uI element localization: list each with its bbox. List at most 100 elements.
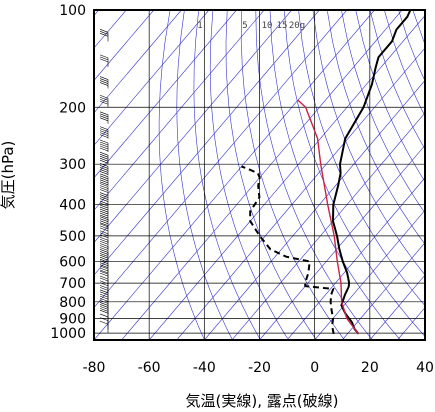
wind-barb-feather bbox=[99, 171, 109, 175]
isotherm-line bbox=[342, 242, 425, 340]
plot-frame bbox=[93, 9, 426, 341]
wind-barb-feather bbox=[99, 313, 109, 318]
dry-adiabat-line bbox=[369, 10, 425, 150]
wind-barb-feather bbox=[99, 247, 109, 251]
wind-barb-feather bbox=[99, 29, 109, 33]
dry-adiabat-line bbox=[209, 10, 289, 340]
wind-barb-feather bbox=[99, 287, 109, 291]
wind-barb-feather bbox=[99, 200, 109, 205]
mixing-ratio-label: 10 bbox=[262, 21, 273, 31]
wind-barb-feather bbox=[99, 202, 109, 207]
wind-barb-feather bbox=[99, 309, 109, 314]
dry-adiabat-line bbox=[269, 10, 401, 340]
wind-barb-feather bbox=[99, 218, 109, 222]
isotherm-line bbox=[121, 10, 403, 340]
x-axis-title: 気温(実線), 露点(破線) bbox=[186, 392, 339, 410]
wind-barb-feather bbox=[99, 234, 109, 239]
wind-barb-feather bbox=[99, 245, 109, 249]
x-tick-labels: -80 -60 -40 -20 0 20 40 bbox=[83, 360, 434, 376]
wind-barb-feather bbox=[99, 251, 109, 255]
y-tick-label: 800 bbox=[59, 295, 86, 311]
wind-barb-feather bbox=[99, 204, 109, 209]
wind-barb-feather bbox=[99, 100, 109, 105]
x-tick-label: -80 bbox=[83, 360, 106, 376]
wind-barb-feather bbox=[99, 258, 109, 263]
wind-barb-feather bbox=[99, 254, 109, 259]
isotherm-line bbox=[94, 10, 375, 340]
isotherm-line bbox=[94, 10, 348, 309]
wind-barb-feather bbox=[99, 208, 109, 213]
wind-barb-feather bbox=[99, 31, 109, 35]
wind-barb-feather bbox=[99, 159, 109, 164]
mixing-ratio-label: 1 bbox=[197, 21, 202, 31]
wind-barb-feather bbox=[99, 165, 109, 169]
wind-barb-feather bbox=[99, 206, 109, 211]
wind-barb-feather bbox=[99, 80, 109, 84]
wind-barb-feather bbox=[99, 185, 109, 189]
dry-adiabat-line bbox=[193, 10, 261, 340]
wind-barb-feather bbox=[99, 198, 109, 202]
wind-barb-feather bbox=[99, 145, 109, 150]
wind-barb-feather bbox=[99, 167, 109, 171]
wind-barb-feather bbox=[99, 243, 109, 247]
wind-barb-feather bbox=[99, 115, 109, 120]
wind-barb-feather bbox=[99, 275, 109, 280]
y-tick-label: 700 bbox=[59, 276, 86, 292]
wind-barb-feather bbox=[99, 302, 109, 306]
wind-barb-feather bbox=[99, 260, 109, 264]
mixing-ratio-label: 20g bbox=[289, 21, 305, 31]
isotherm-line bbox=[286, 177, 425, 340]
isotherm-line bbox=[94, 10, 182, 114]
x-tick-label: -20 bbox=[248, 360, 271, 376]
wind-barb-feather bbox=[99, 300, 109, 304]
wind-barb-feather bbox=[99, 78, 109, 82]
wind-barb-feather bbox=[99, 256, 109, 261]
wind-barb-feather bbox=[99, 220, 109, 224]
wind-barb-feather bbox=[99, 240, 109, 245]
wind-barb-feather bbox=[99, 289, 109, 294]
wind-barb-feather bbox=[99, 285, 109, 289]
wind-barb-feather bbox=[99, 33, 109, 37]
wind-barb-feather bbox=[99, 181, 109, 186]
wind-barb-feather bbox=[99, 214, 109, 219]
wind-barb-feather bbox=[99, 304, 109, 308]
wind-barb-feather bbox=[99, 269, 109, 274]
wind-barb-feather bbox=[99, 227, 109, 232]
wind-barb-feather bbox=[99, 277, 109, 282]
isotherm-line bbox=[314, 209, 425, 340]
wind-barb-feather bbox=[99, 230, 109, 235]
isotherm-line bbox=[94, 10, 292, 244]
wind-barb-feather bbox=[99, 141, 109, 146]
wind-barb-feather bbox=[99, 163, 109, 167]
wind-barb-feather bbox=[99, 212, 109, 217]
x-tick-label: 0 bbox=[310, 360, 319, 376]
wind-barb-feather bbox=[99, 265, 109, 270]
wind-barb-feather bbox=[99, 113, 109, 118]
dry-adiabat-line bbox=[341, 10, 425, 214]
dry-adiabat-line bbox=[355, 10, 425, 183]
wind-barb-feather bbox=[99, 94, 109, 99]
dewpoint-line bbox=[241, 165, 335, 335]
mixing-ratio-label: 5 bbox=[242, 21, 247, 31]
wind-barb-feather bbox=[99, 317, 109, 321]
x-tick-label: -60 bbox=[138, 360, 161, 376]
isotherm-line bbox=[94, 10, 320, 276]
wind-barb-feather bbox=[99, 192, 109, 196]
wind-barb-feather bbox=[99, 298, 109, 302]
wind-barb-feather bbox=[99, 253, 109, 257]
wind-barb-feather bbox=[99, 139, 109, 144]
wind-barb-feather bbox=[99, 82, 109, 86]
wind-barb-feather bbox=[99, 225, 109, 230]
y-tick-label: 1000 bbox=[50, 326, 86, 342]
wind-barb-feather bbox=[99, 291, 109, 296]
wind-barb-feather bbox=[99, 272, 109, 277]
wind-barb-feather bbox=[99, 189, 109, 193]
dry-adiabat-line bbox=[312, 10, 425, 276]
wind-barb-feather bbox=[99, 155, 109, 160]
wind-barb-feather bbox=[99, 151, 109, 156]
y-tick-label: 100 bbox=[59, 3, 86, 19]
isotherm-line bbox=[369, 274, 425, 340]
wind-barb-feather bbox=[99, 210, 109, 215]
